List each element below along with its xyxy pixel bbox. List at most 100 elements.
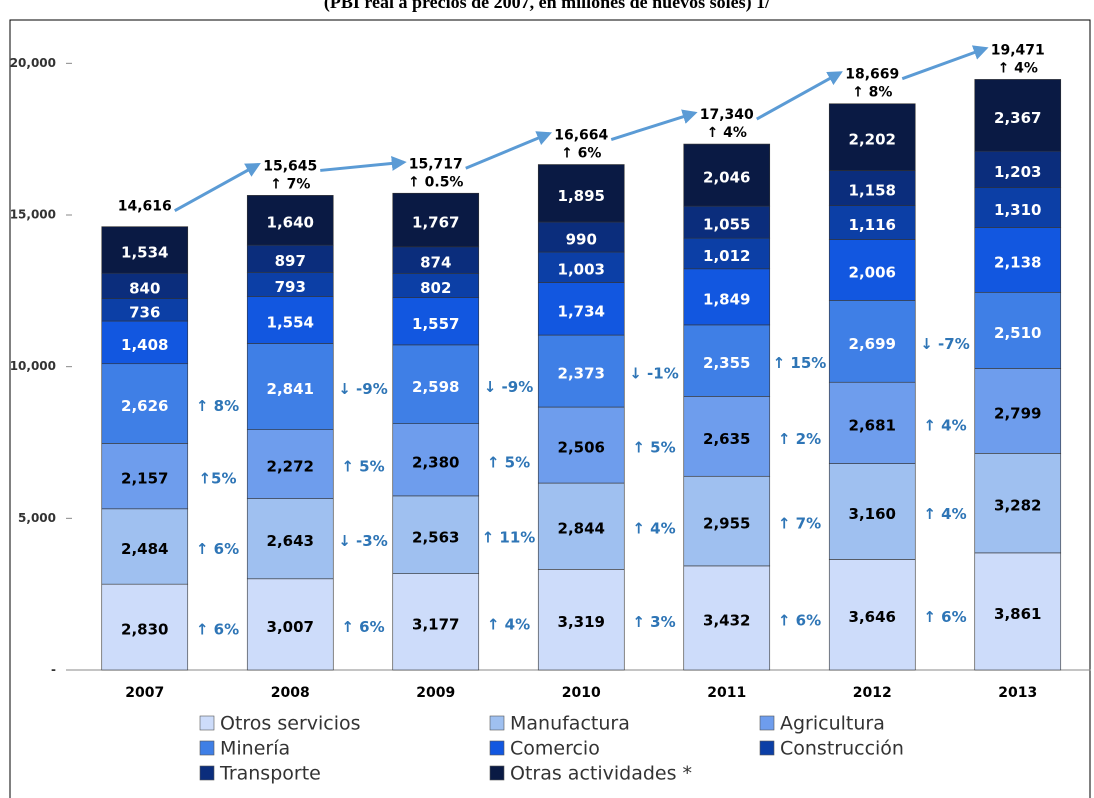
bar-segment	[683, 396, 771, 477]
legend-swatch	[489, 740, 505, 756]
segment-growth: ↑ 5%	[341, 458, 384, 476]
bar-segment	[246, 343, 334, 430]
value-label: 2,563	[412, 528, 459, 546]
value-label: 3,861	[994, 605, 1041, 623]
bar-segment	[974, 552, 1062, 671]
bar-segment	[246, 429, 334, 499]
bar-segment	[683, 268, 771, 326]
total-growth: ↑ 7%	[270, 176, 310, 192]
value-label: 3,160	[849, 505, 896, 523]
bar-segment	[101, 320, 189, 365]
total-label: 14,616	[118, 199, 172, 215]
bar-segment	[392, 297, 480, 346]
segment-growth: ↑ 7%	[778, 515, 821, 533]
value-label: 802	[420, 279, 451, 297]
segment-growth: ↑ 6%	[923, 608, 966, 626]
x-tick-label: 2011	[707, 685, 746, 701]
segment-growth: ↑ 6%	[196, 621, 239, 639]
frame	[9, 19, 1091, 798]
value-label: 1,203	[994, 163, 1041, 181]
x-tick-label: 2010	[562, 685, 601, 701]
y-tick-label: 15,000	[10, 208, 56, 222]
bar-segment	[828, 381, 916, 464]
bar-segment	[828, 170, 916, 206]
bar-segment	[537, 282, 625, 336]
legend-label: Transporte	[219, 763, 321, 785]
value-label: 2,355	[703, 354, 750, 372]
segment-growth: ↓ -9%	[338, 380, 387, 398]
total-growth: ↑ 0.5%	[408, 174, 463, 190]
value-label: 1,408	[121, 336, 168, 354]
bar-segment	[974, 368, 1062, 454]
legend-swatch	[199, 740, 215, 756]
bar-segment	[392, 495, 480, 574]
value-label: 1,158	[849, 182, 896, 200]
bar-segment	[974, 291, 1062, 369]
bar-segment	[246, 498, 334, 580]
trend-arrow	[320, 155, 407, 172]
total-growth: ↑ 4%	[707, 125, 747, 141]
trend-arrow	[465, 131, 553, 170]
bar-segment	[683, 324, 771, 397]
value-label: 3,007	[267, 618, 314, 636]
value-label: 1,534	[121, 243, 168, 261]
bar-segment	[537, 251, 625, 283]
value-label: 2,681	[849, 416, 896, 434]
bar-segment	[537, 482, 625, 570]
x-tick-label: 2012	[853, 685, 892, 701]
value-label: 2,506	[558, 439, 605, 457]
value-label: 3,177	[412, 615, 459, 633]
value-label: 2,799	[994, 404, 1041, 422]
value-label: 2,844	[558, 520, 605, 538]
bar-segment	[101, 363, 189, 444]
segment-growth: ↑ 4%	[487, 615, 530, 633]
value-label: 2,272	[267, 458, 314, 476]
bar-segment	[392, 573, 480, 671]
total-label: 19,471	[991, 42, 1045, 58]
trend-arrow	[756, 71, 843, 121]
segment-growth: ↑ 6%	[196, 540, 239, 558]
legend-label: Construcción	[780, 738, 904, 760]
value-label: 1,554	[267, 313, 314, 331]
segment-growth: ↑ 8%	[196, 397, 239, 415]
segment-growth: ↑ 3%	[632, 613, 675, 631]
value-label: 2,046	[703, 169, 750, 187]
bar-segment	[974, 79, 1062, 152]
y-tick-label: 20,000	[10, 56, 56, 70]
segment-growth: ↑ 11%	[482, 528, 536, 546]
legend-label: Agricultura	[780, 713, 885, 735]
legend-label: Minería	[220, 738, 290, 760]
value-label: 3,319	[558, 613, 605, 631]
value-label: 1,767	[412, 214, 459, 232]
segment-growth: ↓ -3%	[338, 532, 387, 550]
value-label: 2,598	[412, 378, 459, 396]
value-label: 2,373	[558, 365, 605, 383]
value-label: 1,849	[703, 290, 750, 308]
value-label: 840	[129, 279, 160, 297]
bar-segment	[828, 559, 916, 671]
value-label: 2,643	[267, 532, 314, 550]
total-label: 18,669	[845, 67, 899, 83]
total-label: 15,645	[263, 158, 317, 174]
bar-segment	[246, 296, 334, 344]
legend-label: Otros servicios	[220, 713, 361, 735]
bar-segment	[246, 272, 334, 297]
x-tick-label: 2009	[416, 685, 455, 701]
value-label: 2,830	[121, 621, 168, 639]
value-label: 2,157	[121, 470, 168, 488]
bar-segment	[392, 192, 480, 248]
value-label: 1,310	[994, 201, 1041, 219]
bar-segment	[683, 143, 771, 207]
value-label: 874	[420, 254, 451, 272]
value-label: 2,955	[703, 515, 750, 533]
bar-segment	[101, 272, 189, 299]
bar-segment	[974, 453, 1062, 554]
legend-swatch	[199, 715, 215, 731]
trend-arrow	[174, 162, 261, 212]
legend-label: Manufactura	[510, 713, 630, 735]
segment-growth: ↑ 5%	[487, 453, 530, 471]
value-label: 793	[275, 278, 306, 296]
segment-growth: ↑ 5%	[632, 439, 675, 457]
x-tick-label: 2007	[125, 685, 164, 701]
